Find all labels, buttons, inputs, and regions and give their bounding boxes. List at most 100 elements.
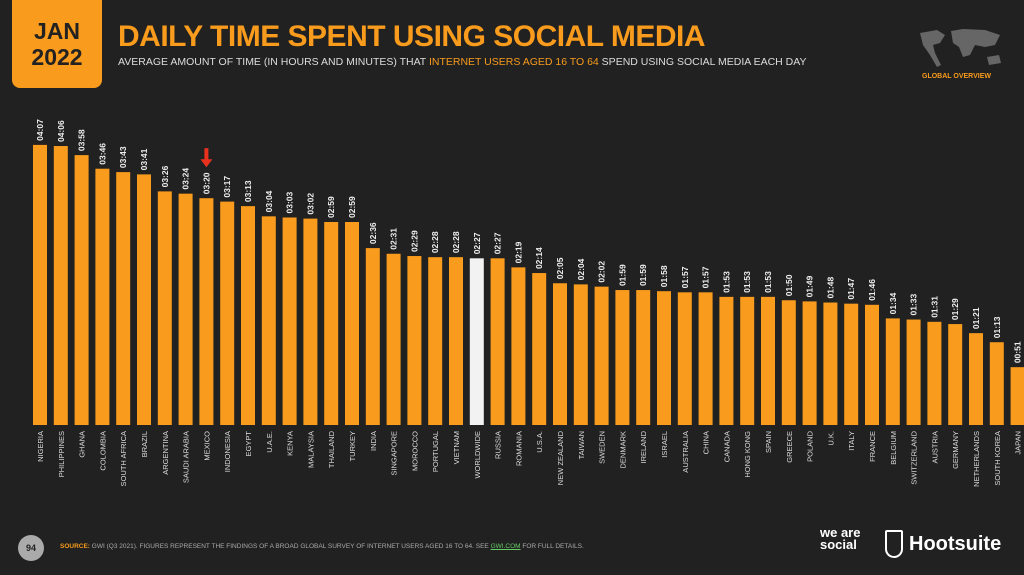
bar <box>365 248 380 425</box>
data-label: 03:13 <box>243 180 253 202</box>
category-label: SWITZERLAND <box>910 430 919 484</box>
bar <box>386 253 401 425</box>
category-label: KENYA <box>286 431 295 456</box>
bar <box>261 216 276 425</box>
data-label: 03:26 <box>160 165 170 187</box>
category-label: ITALY <box>847 431 856 451</box>
category-label: SAUDI ARABIA <box>182 431 191 483</box>
bar <box>844 303 859 425</box>
category-label: INDONESIA <box>223 431 232 472</box>
category-label: ROMANIA <box>514 431 523 466</box>
data-label: 02:02 <box>597 261 607 283</box>
data-label: 03:02 <box>305 193 315 215</box>
data-label: 01:48 <box>825 277 835 299</box>
bar <box>532 273 547 425</box>
bar <box>781 300 796 425</box>
hootsuite-logo: Hootsuite <box>885 530 1001 558</box>
category-label: THAILAND <box>327 430 336 468</box>
data-label: 01:53 <box>742 271 752 293</box>
category-label: ISRAEL <box>660 431 669 458</box>
bar <box>241 206 255 425</box>
chart-title: DAILY TIME SPENT USING SOCIAL MEDIA <box>118 20 706 53</box>
source-link[interactable]: GWI.COM <box>490 543 521 550</box>
category-label: NIGERIA <box>36 431 45 462</box>
bar <box>761 296 775 425</box>
world-map-icon <box>920 29 1001 67</box>
data-label: 02:27 <box>472 232 482 254</box>
hootsuite-text: Hootsuite <box>909 532 1002 555</box>
bar <box>948 324 963 425</box>
category-label: U.K. <box>826 431 835 446</box>
category-label: GREECE <box>785 431 794 463</box>
data-label: 03:20 <box>201 172 211 194</box>
data-label: 03:17 <box>222 176 232 198</box>
data-label: 02:14 <box>534 247 544 269</box>
bar <box>989 342 1004 425</box>
subtitle-highlight: INTERNET USERS AGED 16 TO 64 <box>428 56 599 68</box>
category-label: VIETNAM <box>452 431 461 464</box>
source-note: SOURCE: GWI (Q3 2021). FIGURES REPRESENT… <box>60 543 584 550</box>
data-label: 00:51 <box>1013 341 1023 363</box>
category-label: AUSTRIA <box>930 431 939 464</box>
data-label: 01:33 <box>909 294 919 316</box>
bar <box>740 296 755 425</box>
category-label: DENMARK <box>618 431 627 469</box>
category-label: HONG KONG <box>743 431 752 478</box>
category-label: RUSSIA <box>494 431 503 459</box>
category-label: GHANA <box>78 431 87 458</box>
bar <box>137 174 151 425</box>
data-label: 01:13 <box>992 316 1002 338</box>
category-label: GERMANY <box>951 431 960 469</box>
bar <box>865 304 879 425</box>
data-label: 02:05 <box>555 257 565 279</box>
data-label: 02:36 <box>368 222 378 244</box>
bar <box>33 144 47 425</box>
category-label: WORLDWIDE <box>473 431 482 479</box>
arrow-icon <box>204 148 209 161</box>
data-label: 01:49 <box>805 275 815 297</box>
data-label: 03:41 <box>139 148 149 170</box>
bar <box>490 258 505 425</box>
data-label: 02:04 <box>576 258 586 280</box>
category-label: MOROCCO <box>410 431 419 471</box>
bar <box>74 155 89 425</box>
data-label: 03:43 <box>118 146 128 168</box>
bar <box>636 290 651 425</box>
bar <box>1010 367 1024 425</box>
data-label: 02:29 <box>409 230 419 252</box>
category-label: POLAND <box>806 430 815 461</box>
category-label: JAPAN <box>1014 431 1023 455</box>
category-label: CANADA <box>722 431 731 462</box>
category-label: U.S.A. <box>535 431 544 453</box>
subtitle-post: SPEND USING SOCIAL MEDIA EACH DAY <box>598 56 807 68</box>
bar <box>53 146 68 425</box>
bar <box>345 222 359 425</box>
global-overview-badge: GLOBAL OVERVIEW <box>922 73 991 80</box>
subtitle-pre: AVERAGE AMOUNT OF TIME (IN HOURS AND MIN… <box>118 56 429 68</box>
data-label: 02:28 <box>430 231 440 253</box>
data-label: 01:53 <box>721 271 731 293</box>
bar <box>511 267 526 425</box>
data-label: 03:03 <box>285 191 295 213</box>
bar <box>303 218 318 425</box>
bar <box>719 296 734 425</box>
arrow-head-icon <box>200 159 213 168</box>
data-label: 02:59 <box>326 196 336 218</box>
date-badge: JAN 2022 <box>12 0 102 88</box>
bar-chart: 04:07 NIGERIA 04:06 PHILIPPINES 03:58 GHANA 03… <box>33 119 1024 487</box>
category-label: PORTUGAL <box>431 431 440 472</box>
data-label: 01:57 <box>680 266 690 288</box>
data-label: 01:47 <box>846 278 856 300</box>
bar <box>906 319 921 425</box>
data-label: 02:28 <box>451 231 461 253</box>
bar <box>594 286 609 425</box>
we-are-social-logo: we are social <box>820 525 861 552</box>
bar <box>553 283 567 425</box>
bar <box>802 301 817 425</box>
bar <box>573 284 588 425</box>
data-label: 01:21 <box>971 307 981 329</box>
category-label: ARGENTINA <box>161 431 170 475</box>
category-label: IRELAND <box>639 430 648 463</box>
category-label: NETHERLANDS <box>972 431 981 487</box>
bar <box>677 292 692 425</box>
